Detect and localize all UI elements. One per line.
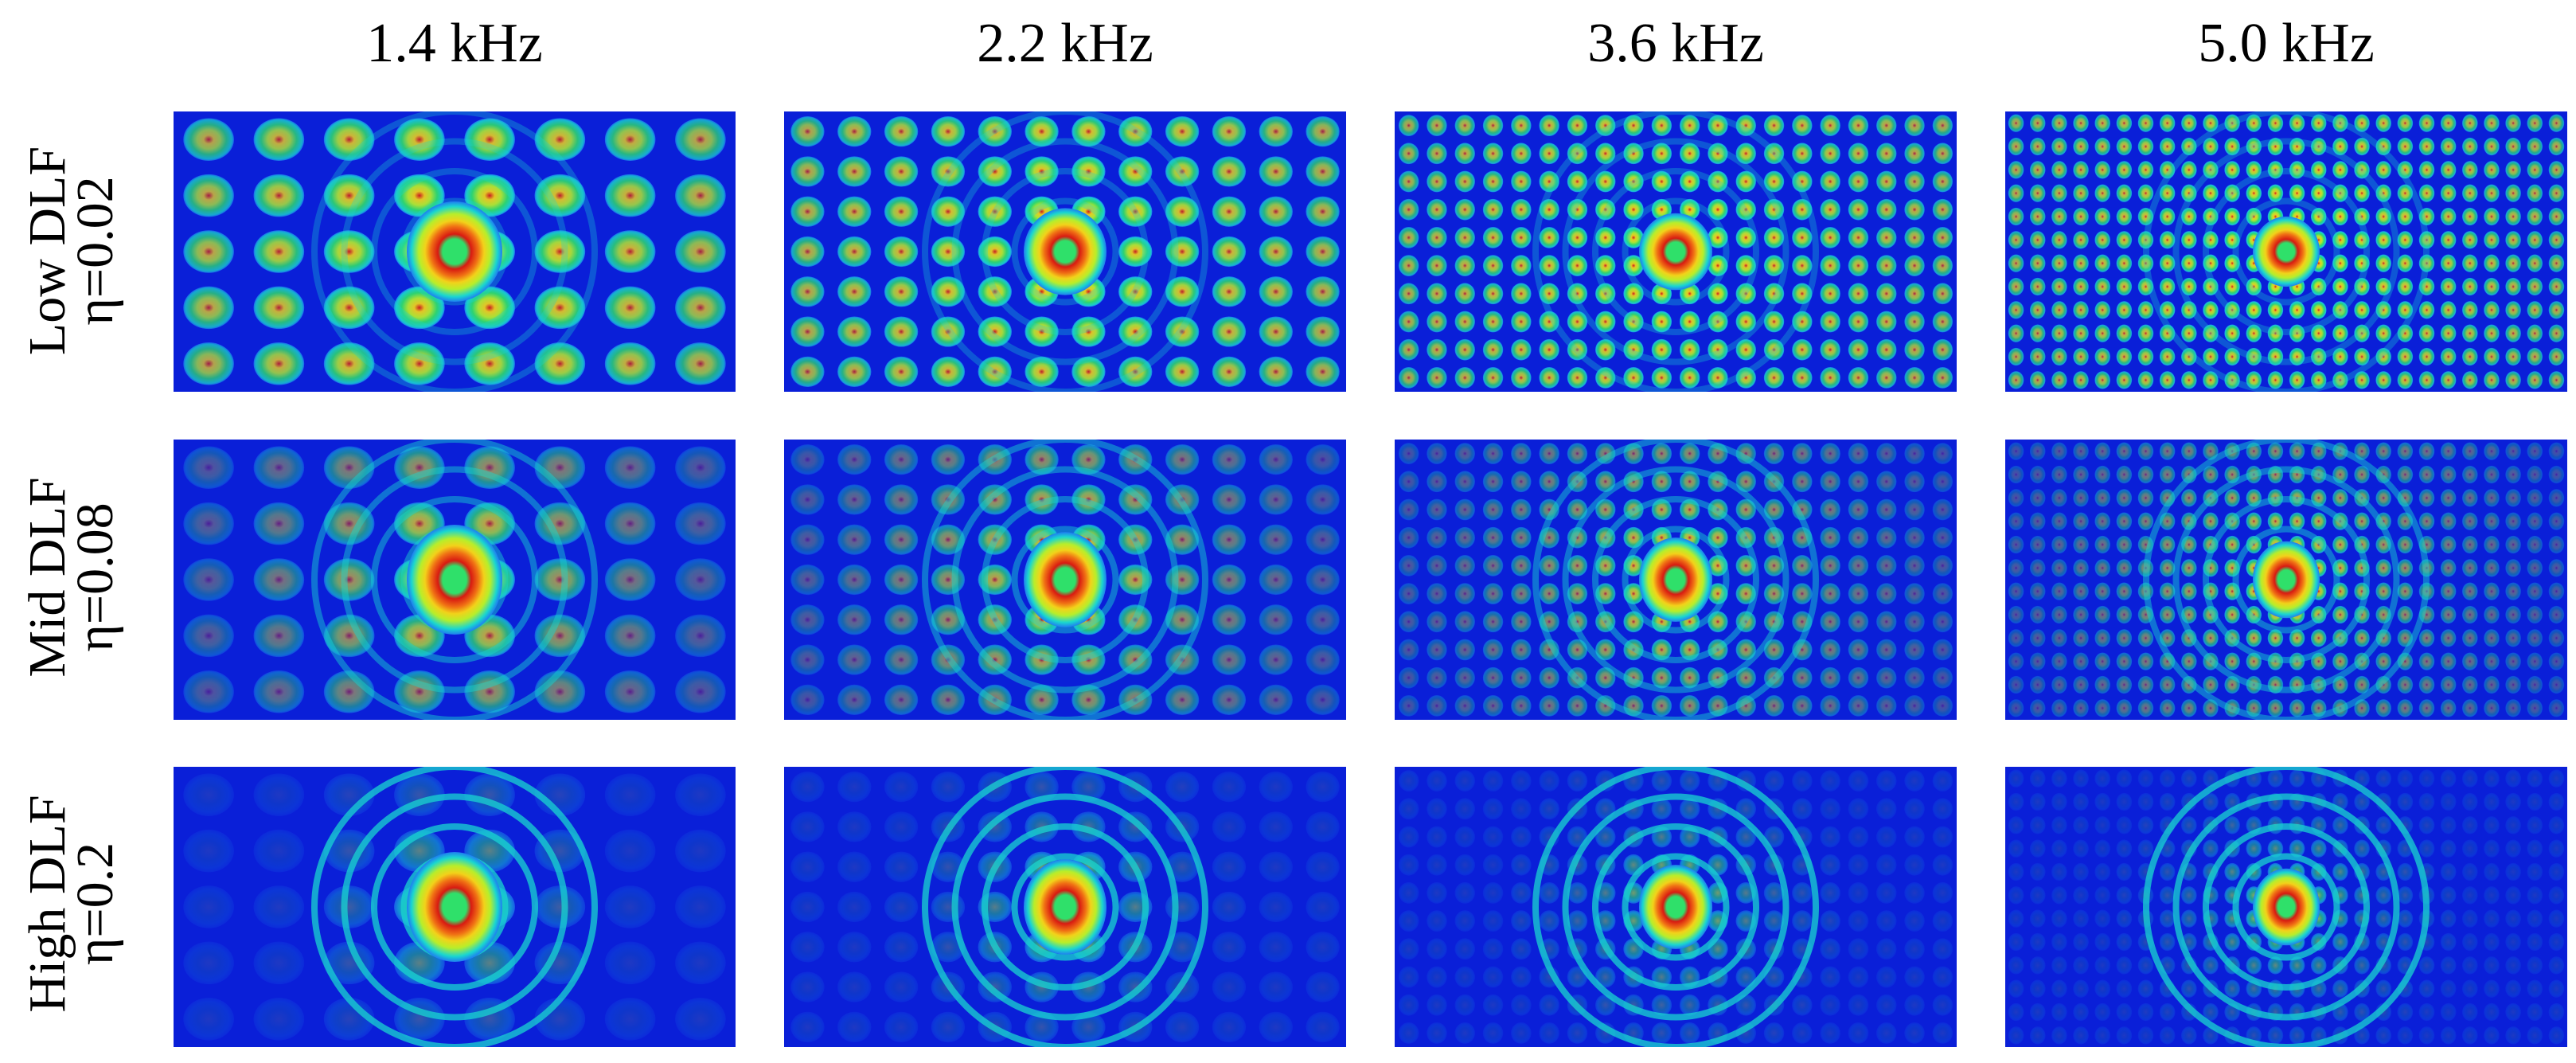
- source-rings: [922, 767, 1208, 1047]
- source-rings: [311, 767, 598, 1047]
- source-rings: [1532, 767, 1819, 1047]
- source-rings: [1532, 111, 1819, 392]
- source-rings: [311, 111, 598, 392]
- row-label-low-title: Low DLF: [18, 146, 76, 356]
- source-hotspot: [2253, 868, 2320, 946]
- field-map-low-dlf-5p0kHz: [2005, 111, 2567, 392]
- field-map-low-dlf-3p6kHz: [1395, 111, 1957, 392]
- row-label-high-title: High DLF: [18, 795, 76, 1013]
- source-hotspot: [407, 525, 502, 635]
- source-hotspot: [1024, 532, 1107, 627]
- source-hotspot: [1024, 208, 1107, 295]
- field-map-mid-dlf-5p0kHz: [2005, 440, 2567, 720]
- field-lobes: [1398, 443, 1953, 717]
- field-lobes: [2008, 442, 2565, 717]
- field-map-low-dlf-2p2kHz: [784, 111, 1346, 392]
- field-map-high-dlf-3p6kHz: [1395, 767, 1957, 1047]
- source-hotspot: [1639, 537, 1712, 622]
- source-hotspot: [2253, 216, 2320, 287]
- field-lobes: [1398, 115, 1953, 389]
- column-header-2: 2.2 kHz: [977, 13, 1153, 74]
- field-map-high-dlf-5p0kHz: [2005, 767, 2567, 1047]
- source-hotspot: [1024, 859, 1107, 955]
- field-map-high-dlf-1p4kHz: [174, 767, 736, 1047]
- field-lobes: [790, 444, 1340, 715]
- source-hotspot: [407, 201, 502, 302]
- source-rings: [922, 440, 1208, 720]
- source-rings: [2143, 111, 2430, 392]
- source-hotspot: [1639, 865, 1712, 949]
- field-map-low-dlf-1p4kHz: [174, 111, 736, 392]
- column-header-1: 1.4 kHz: [366, 13, 543, 74]
- row-label-low: Low DLF η=0.02: [18, 92, 124, 410]
- row-label-mid-title: Mid DLF: [18, 477, 76, 678]
- column-header-3: 3.6 kHz: [1587, 13, 1764, 74]
- field-map-mid-dlf-2p2kHz: [784, 440, 1346, 720]
- row-label-high: High DLF η=0.2: [18, 744, 124, 1063]
- source-hotspot: [407, 852, 502, 962]
- field-lobes: [183, 118, 726, 385]
- column-header-4: 5.0 kHz: [2198, 13, 2375, 74]
- row-label-mid: Mid DLF η=0.08: [18, 418, 124, 737]
- row-label-low-eta: η=0.02: [66, 176, 124, 326]
- source-rings: [2143, 767, 2430, 1047]
- field-lobes: [2008, 114, 2565, 389]
- source-rings: [922, 111, 1208, 392]
- field-map-high-dlf-2p2kHz: [784, 767, 1346, 1047]
- source-rings: [1532, 440, 1819, 720]
- row-label-mid-eta: η=0.08: [66, 502, 124, 652]
- field-map-mid-dlf-3p6kHz: [1395, 440, 1957, 720]
- field-map-mid-dlf-1p4kHz: [174, 440, 736, 720]
- source-hotspot: [2253, 541, 2320, 619]
- source-rings: [2143, 440, 2430, 720]
- row-label-high-eta: η=0.2: [66, 842, 124, 966]
- source-hotspot: [1639, 213, 1712, 291]
